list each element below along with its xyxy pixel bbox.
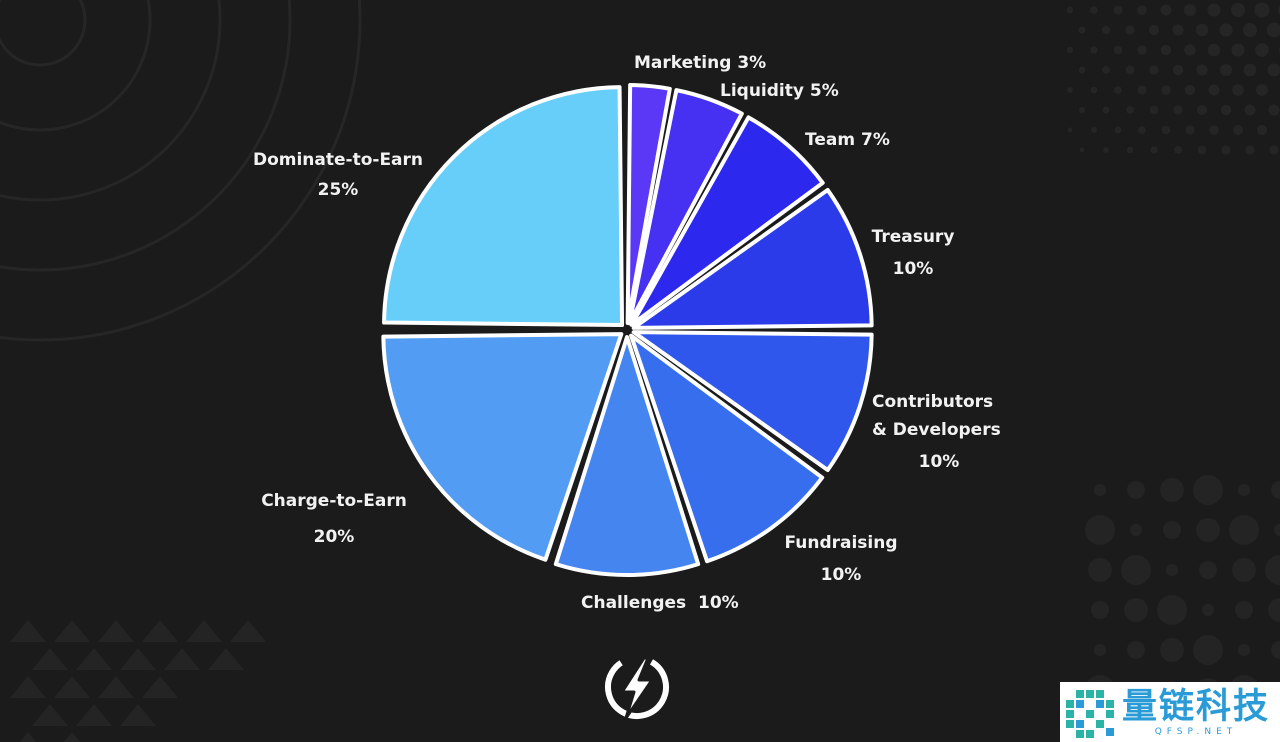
label-liquidity: Liquidity 5%: [720, 81, 839, 101]
label-treasury: Treasury 10%: [871, 227, 955, 279]
watermark-subtitle: QFSP.NET: [1154, 727, 1238, 737]
label-team: Team 7%: [805, 130, 890, 150]
pie-slice-challenges: [553, 335, 701, 577]
label-marketing: Marketing 3%: [634, 53, 767, 73]
pie-slice-team: [629, 115, 825, 327]
watermark: 量链科技 QFSP.NET: [1060, 682, 1280, 742]
qr-like-logo-icon: [1066, 690, 1114, 738]
pie-slice-contributors-developers: [631, 330, 874, 473]
label-fundraising: Fundraising 10%: [784, 533, 898, 585]
pie-slice-charge-to-earn: [381, 332, 624, 562]
pie-slice-fundraising: [629, 333, 825, 564]
pie-slice-liquidity: [627, 88, 744, 326]
lightning-bolt-icon: [605, 655, 669, 720]
pie-slice-treasury: [631, 187, 874, 330]
pie-slice-dominate-to-earn: [382, 85, 625, 328]
label-challenges: Challenges 10%: [581, 593, 739, 613]
label-dominate-to-earn: Dominate-to-Earn 25%: [252, 150, 424, 200]
label-charge-to-earn: Charge-to-Earn 20%: [261, 491, 407, 547]
pie-slice-marketing: [625, 83, 672, 326]
watermark-title: 量链科技: [1122, 687, 1271, 727]
label-contributors-developers: Contributors & Developers 10%: [872, 392, 1001, 472]
